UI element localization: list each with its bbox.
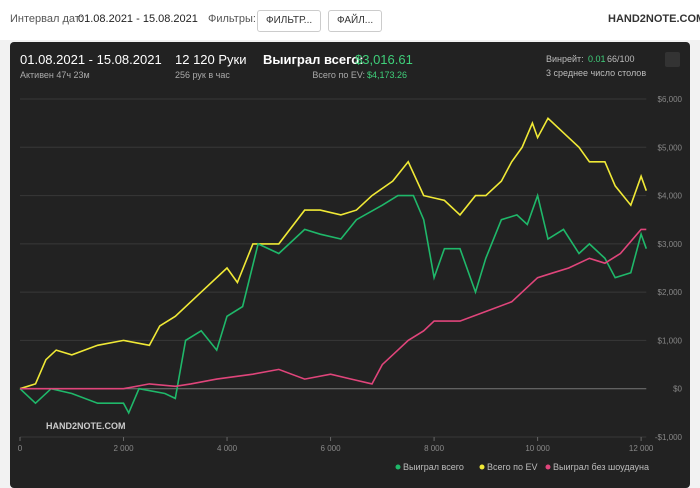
toolbar: Интервал дат: 01.08.2021 - 15.08.2021 Фи… (0, 0, 700, 40)
x-tick-label: 8 000 (424, 444, 445, 453)
settings-icon[interactable] (665, 52, 680, 67)
legend-dot (395, 464, 401, 470)
won-label: Выиграл всего: (263, 52, 364, 67)
hands-per-hour: 256 рук в час (175, 70, 230, 80)
winrate-value: 0.01 (588, 54, 606, 64)
y-tick-label: $1,000 (658, 336, 683, 345)
ev-label: Всего по EV: (312, 70, 365, 80)
legend-dot (479, 464, 485, 470)
chart-panel: 01.08.2021 - 15.08.2021 Активен 47ч 23м … (10, 42, 690, 488)
x-tick-label: 4 000 (217, 444, 238, 453)
x-tick-label: 2 000 (114, 444, 135, 453)
active: Активен 47ч 23м (20, 70, 90, 80)
y-tick-label: -$1,000 (655, 433, 683, 442)
legend-label: Выиграл всего (403, 462, 464, 472)
x-tick-label: 0 (18, 444, 23, 453)
series-line (20, 228, 647, 390)
won-value: $3,016.61 (355, 52, 413, 67)
legend-label: Выиграл без шоудауна (553, 462, 649, 472)
filters-label: Фильтры: (208, 13, 256, 25)
legend-dot (545, 464, 551, 470)
winrate-label: Винрейт: (546, 54, 584, 64)
x-tick-label: 10 000 (525, 444, 550, 453)
date-value[interactable]: 01.08.2021 - 15.08.2021 (78, 13, 198, 25)
legend-label: Всего по EV (487, 462, 537, 472)
hands: 12 120 Руки (175, 52, 247, 67)
file-button[interactable]: ФАЙЛ... (328, 10, 383, 32)
y-tick-label: $3,000 (658, 240, 683, 249)
series-line (19, 117, 648, 390)
tables: 3 среднее число столов (546, 68, 646, 78)
winrate-rest: 66/100 (607, 54, 635, 64)
x-tick-label: 6 000 (321, 444, 342, 453)
y-tick-label: $4,000 (658, 192, 683, 201)
logo: HAND2NOTE.COM (608, 13, 700, 25)
y-tick-label: $2,000 (658, 288, 683, 297)
x-tick-label: 12 000 (629, 444, 654, 453)
y-tick-label: $5,000 (658, 143, 683, 152)
watermark: HAND2NOTE.COM (46, 421, 126, 431)
range: 01.08.2021 - 15.08.2021 (20, 52, 162, 67)
ev-value: $4,173.26 (367, 70, 407, 80)
series-line (19, 192, 648, 415)
y-tick-label: $6,000 (658, 95, 683, 104)
filter-button[interactable]: ФИЛЬТР... (257, 10, 322, 32)
y-tick-label: $0 (673, 385, 682, 394)
date-label: Интервал дат: (10, 13, 83, 25)
